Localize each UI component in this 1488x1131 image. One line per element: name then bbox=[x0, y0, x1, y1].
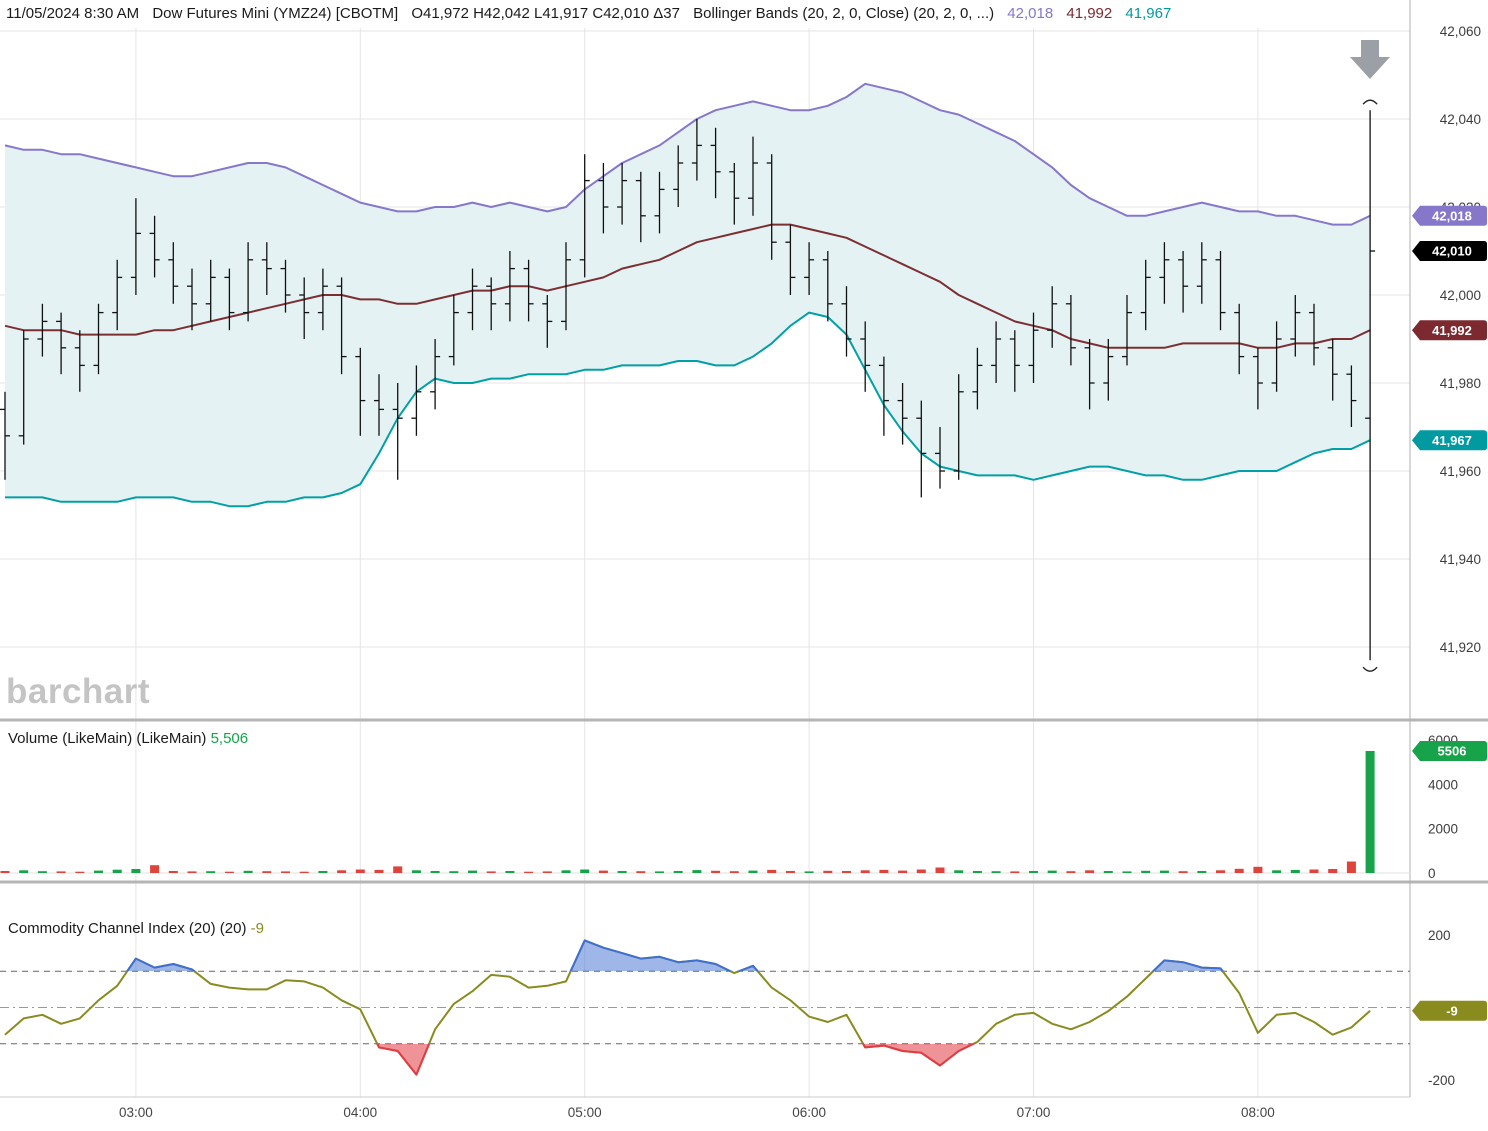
svg-text:2000: 2000 bbox=[1428, 822, 1458, 837]
svg-text:42,060: 42,060 bbox=[1440, 24, 1481, 39]
cci-current-value: -9 bbox=[250, 920, 264, 937]
svg-text:04:00: 04:00 bbox=[343, 1105, 377, 1120]
header-ohlc-values: O41,972 H42,042 L41,917 C42,010 Δ37 bbox=[411, 5, 680, 22]
volume-panel-label: Volume (LikeMain) (LikeMain) 5,506 bbox=[8, 730, 248, 747]
cci-panel-label: Commodity Channel Index (20) (20) -9 bbox=[8, 920, 264, 937]
volume-badge: 5506 bbox=[1412, 740, 1487, 761]
svg-text:42,040: 42,040 bbox=[1440, 112, 1481, 127]
svg-text:-9: -9 bbox=[1446, 1003, 1458, 1018]
svg-text:5506: 5506 bbox=[1438, 744, 1467, 759]
volume-current-value: 5,506 bbox=[210, 730, 249, 747]
svg-text:200: 200 bbox=[1428, 928, 1451, 943]
svg-text:06:00: 06:00 bbox=[792, 1105, 826, 1120]
header-upper-band-value: 42,018 bbox=[1007, 5, 1054, 22]
svg-text:05:00: 05:00 bbox=[568, 1105, 602, 1120]
cci-label-text[interactable]: Commodity Channel Index (20) (20) bbox=[8, 920, 247, 937]
time-axis-labels[interactable]: 03:00 04:00 05:00 06:00 07:00 08:00 bbox=[119, 1105, 1275, 1120]
panel-dividers bbox=[0, 0, 1488, 1098]
svg-text:0: 0 bbox=[1428, 866, 1436, 881]
svg-text:41,980: 41,980 bbox=[1440, 376, 1481, 391]
cci-axis: 200 -200 bbox=[1428, 928, 1455, 1088]
header-indicator-label[interactable]: Bollinger Bands (20, 2, 0, Close) (20, 2… bbox=[693, 5, 995, 22]
bollinger-band-fill bbox=[5, 83, 1371, 507]
header-middle-band-value: 41,992 bbox=[1066, 5, 1113, 22]
svg-text:41,967: 41,967 bbox=[1432, 433, 1472, 448]
cci-plot bbox=[0, 939, 1410, 1076]
svg-text:03:00: 03:00 bbox=[119, 1105, 153, 1120]
bollinger-lower-line bbox=[5, 311, 1371, 508]
down-arrow-icon bbox=[1350, 40, 1390, 79]
barchart-logo: barchart bbox=[6, 672, 151, 711]
ohlc-bars bbox=[0, 110, 1376, 661]
current-bar-marker bbox=[1362, 99, 1378, 672]
svg-text:41,992: 41,992 bbox=[1432, 323, 1472, 338]
header-datetime: 11/05/2024 8:30 AM bbox=[6, 5, 140, 22]
svg-text:08:00: 08:00 bbox=[1241, 1105, 1275, 1120]
svg-text:42,000: 42,000 bbox=[1440, 288, 1481, 303]
chart-header: 11/05/2024 8:30 AM Dow Futures Mini (YMZ… bbox=[6, 5, 1180, 22]
cci-badge: -9 bbox=[1412, 1000, 1487, 1021]
price-badges: 42,018 42,010 41,992 41,967 bbox=[1412, 205, 1487, 451]
volume-bars bbox=[0, 751, 1410, 874]
svg-text:42,010: 42,010 bbox=[1432, 244, 1472, 259]
svg-text:4000: 4000 bbox=[1428, 777, 1458, 792]
svg-text:-200: -200 bbox=[1428, 1073, 1455, 1088]
svg-text:41,940: 41,940 bbox=[1440, 552, 1481, 567]
svg-text:42,018: 42,018 bbox=[1432, 209, 1472, 224]
svg-text:07:00: 07:00 bbox=[1017, 1105, 1051, 1120]
bollinger-middle-line bbox=[4, 223, 1371, 349]
volume-label-text[interactable]: Volume (LikeMain) (LikeMain) bbox=[8, 730, 207, 747]
svg-text:41,960: 41,960 bbox=[1440, 464, 1481, 479]
header-symbol: Dow Futures Mini (YMZ24) [CBOTM] bbox=[152, 5, 399, 22]
bollinger-upper-line bbox=[4, 82, 1371, 226]
svg-text:41,920: 41,920 bbox=[1440, 640, 1481, 655]
header-lower-band-value: 41,967 bbox=[1125, 5, 1172, 22]
